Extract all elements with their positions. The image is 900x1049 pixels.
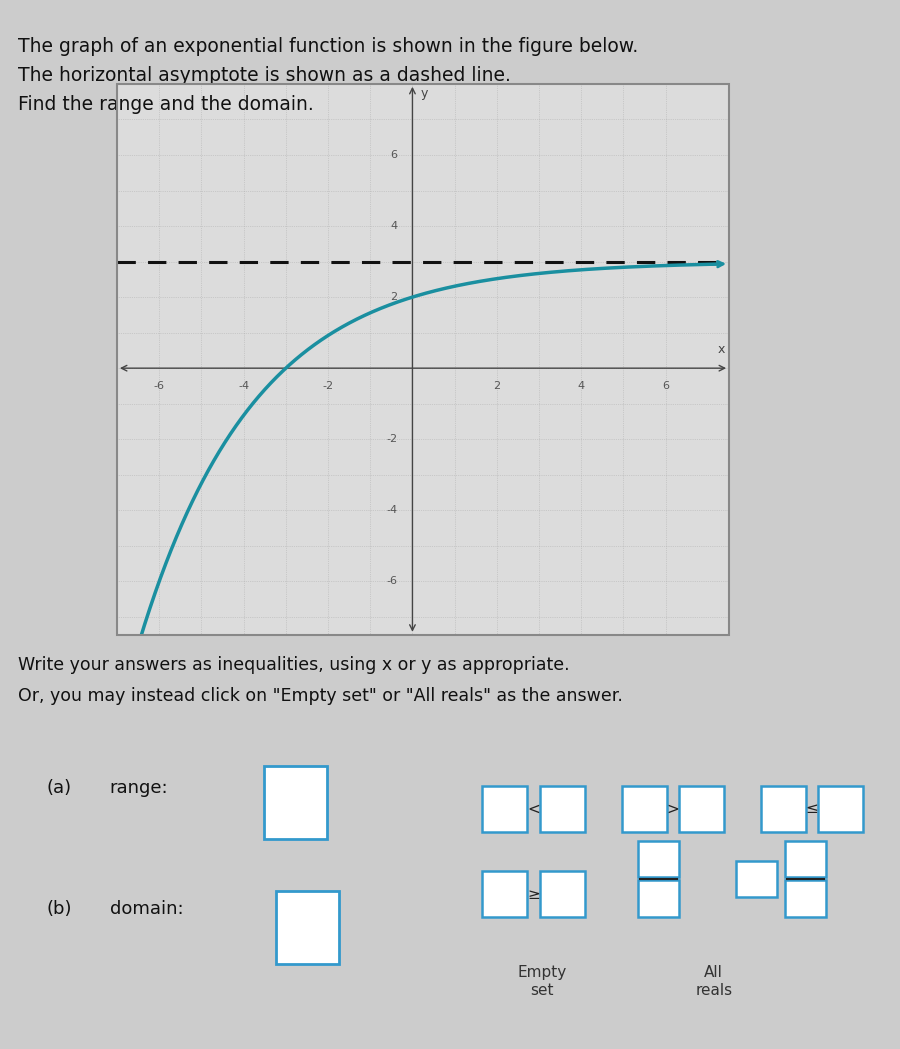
Text: -6: -6 xyxy=(154,381,165,390)
Text: (b): (b) xyxy=(46,900,72,918)
Text: x: x xyxy=(717,343,725,356)
Text: (a): (a) xyxy=(46,778,71,796)
FancyBboxPatch shape xyxy=(482,872,527,917)
Text: The graph of an exponential function is shown in the figure below.: The graph of an exponential function is … xyxy=(18,37,638,56)
Text: domain:: domain: xyxy=(110,900,184,918)
Text: Or, you may instead click on "Empty set" or "All reals" as the answer.: Or, you may instead click on "Empty set"… xyxy=(18,687,623,705)
Text: The horizontal asymptote is shown as a dashed line.: The horizontal asymptote is shown as a d… xyxy=(18,66,511,85)
FancyBboxPatch shape xyxy=(540,872,585,917)
FancyBboxPatch shape xyxy=(540,786,585,832)
Text: -4: -4 xyxy=(238,381,249,390)
FancyBboxPatch shape xyxy=(638,880,679,917)
FancyBboxPatch shape xyxy=(264,767,328,839)
Text: ≥: ≥ xyxy=(527,886,540,902)
Text: Empty
set: Empty set xyxy=(518,965,566,998)
Text: 6: 6 xyxy=(662,381,670,390)
Text: Write your answers as inequalities, using x or y as appropriate.: Write your answers as inequalities, usin… xyxy=(18,656,570,673)
Text: ≤: ≤ xyxy=(806,801,818,816)
FancyBboxPatch shape xyxy=(482,786,527,832)
Text: Find the range and the domain.: Find the range and the domain. xyxy=(18,95,314,114)
Text: <: < xyxy=(527,801,540,816)
FancyBboxPatch shape xyxy=(638,841,679,877)
FancyBboxPatch shape xyxy=(622,786,667,832)
FancyBboxPatch shape xyxy=(736,860,778,897)
Text: 4: 4 xyxy=(578,381,585,390)
Text: >: > xyxy=(666,801,680,816)
Text: 2: 2 xyxy=(493,381,500,390)
FancyBboxPatch shape xyxy=(818,786,863,832)
Text: 2: 2 xyxy=(391,292,398,302)
Text: y: y xyxy=(421,87,428,101)
Text: -2: -2 xyxy=(322,381,334,390)
FancyBboxPatch shape xyxy=(786,880,826,917)
Text: All
reals: All reals xyxy=(695,965,733,998)
FancyBboxPatch shape xyxy=(276,892,339,964)
Text: -2: -2 xyxy=(387,434,398,444)
Text: -6: -6 xyxy=(387,576,398,586)
Text: range:: range: xyxy=(110,778,168,796)
Text: 6: 6 xyxy=(391,150,398,160)
Text: -4: -4 xyxy=(387,506,398,515)
FancyBboxPatch shape xyxy=(786,841,826,877)
FancyBboxPatch shape xyxy=(760,786,806,832)
FancyBboxPatch shape xyxy=(679,786,724,832)
Text: 4: 4 xyxy=(391,221,398,231)
